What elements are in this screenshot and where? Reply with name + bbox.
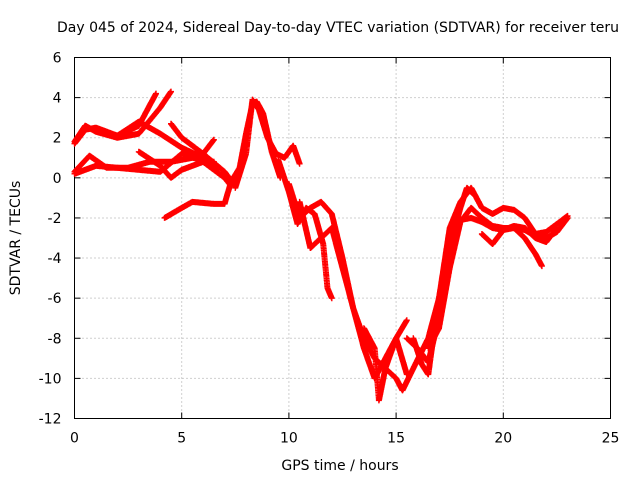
series-track-9 [232, 96, 303, 191]
y-tick-label: -2 [48, 211, 62, 227]
series-track-7 [168, 120, 217, 157]
y-tick-label: 0 [53, 171, 62, 187]
x-axis-label: GPS time / hours [281, 458, 398, 474]
y-axis-label: SDTVAR / TECUs [8, 181, 24, 296]
y-tick-label: -4 [48, 251, 62, 267]
axis-ticks [74, 57, 611, 419]
y-tick-label: -8 [48, 331, 62, 347]
scatter-points [135, 148, 234, 189]
y-tick-label: 6 [53, 51, 62, 67]
y-tick-label: 4 [53, 91, 62, 107]
y-tick-label: -12 [39, 412, 62, 428]
scatter-points [232, 96, 303, 191]
y-tick-labels: -12 -10 -8 -6 -4 -2 0 2 4 6 [39, 51, 62, 428]
series-track-5 [71, 150, 239, 189]
y-tick-label: 2 [53, 131, 62, 147]
x-tick-label: 5 [177, 431, 186, 447]
series-track-12 [296, 198, 410, 382]
y-tick-label: -10 [39, 371, 62, 387]
series-track-17 [478, 214, 571, 247]
scatter-points [71, 150, 239, 189]
chart-title: Day 045 of 2024, Sidereal Day-to-day VTE… [57, 20, 619, 36]
series-track-2 [71, 88, 174, 145]
y-tick-label: -6 [48, 291, 62, 307]
x-tick-label: 15 [387, 431, 405, 447]
scatter-points [296, 198, 410, 382]
data-series [71, 88, 571, 404]
series-track-6 [135, 148, 234, 189]
scatter-points [71, 88, 174, 145]
scatter-points [168, 120, 217, 157]
scatter-points [478, 214, 571, 247]
x-tick-label: 0 [70, 431, 79, 447]
x-tick-label: 10 [280, 431, 298, 447]
x-tick-label: 20 [494, 431, 512, 447]
x-tick-labels: 0 5 10 15 20 25 [70, 431, 619, 447]
x-tick-label: 25 [602, 431, 620, 447]
plot-frame [74, 57, 611, 419]
